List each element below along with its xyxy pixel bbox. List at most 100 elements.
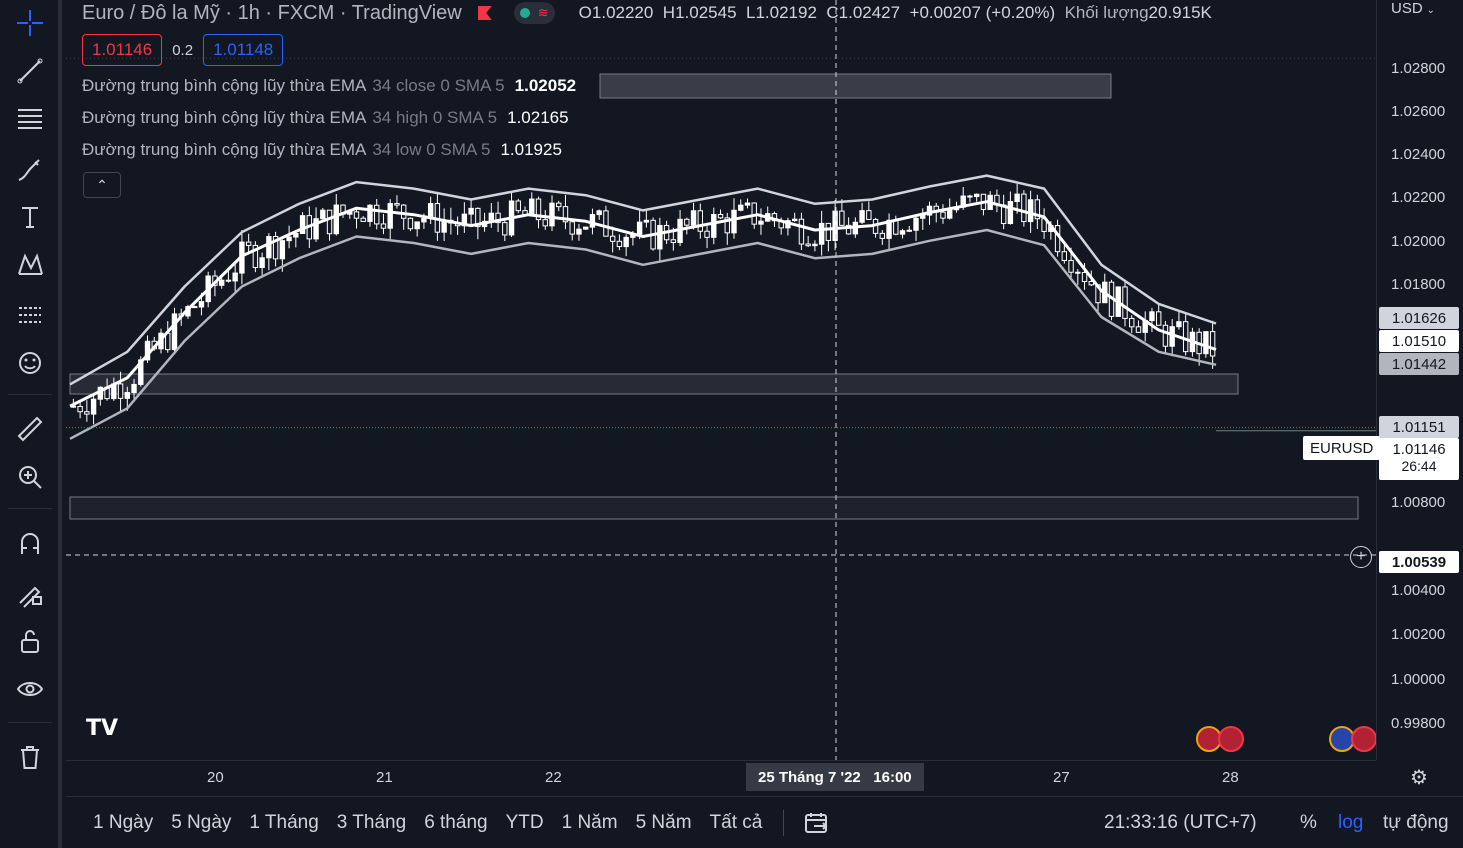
chart-pane[interactable]: Euro / Đô la Mỹ · 1h · FXCM · TradingVie… xyxy=(66,0,1377,760)
candle-body xyxy=(245,241,252,246)
candle-body xyxy=(1135,326,1142,333)
ruler-icon[interactable] xyxy=(11,410,49,448)
eye-icon[interactable] xyxy=(11,670,49,708)
candle-body xyxy=(717,213,724,219)
event-flags-1[interactable] xyxy=(1196,726,1244,752)
range-6m[interactable]: 6 tháng xyxy=(424,811,488,833)
current-price-label: 1.01146 26:44 xyxy=(1379,438,1459,480)
range-5d[interactable]: 5 Ngày xyxy=(171,811,232,833)
crosshair-price-label: 1.00539 xyxy=(1379,551,1459,573)
candle-body xyxy=(1088,281,1094,286)
drawing-toolbar xyxy=(0,0,62,848)
candle-body xyxy=(1021,193,1027,223)
price-tick: 1.00000 xyxy=(1391,671,1446,688)
range-5y[interactable]: 5 Năm xyxy=(635,811,692,833)
candle-body xyxy=(218,279,225,286)
candle-body xyxy=(818,222,825,245)
candle-body xyxy=(738,204,744,211)
candle-body xyxy=(845,224,852,235)
candle-body xyxy=(589,214,596,228)
pattern-icon[interactable] xyxy=(11,246,49,284)
price-tick: 1.00800 xyxy=(1391,494,1446,511)
range-3m[interactable]: 3 Tháng xyxy=(336,811,407,833)
candle-body xyxy=(798,218,805,245)
event-flags-2[interactable] xyxy=(1329,726,1377,752)
ema-close-label: 1.01510 xyxy=(1379,330,1459,352)
candle-body xyxy=(758,220,764,225)
symbol-title[interactable]: Euro / Đô la Mỹ · 1h · FXCM · TradingVie… xyxy=(82,1,462,24)
collapse-legend-button[interactable]: ⌃ xyxy=(83,172,121,198)
range-all[interactable]: Tất cả xyxy=(709,811,763,833)
sell-button[interactable]: 1.01146 xyxy=(82,34,163,66)
currency-selector[interactable]: USD ⌄ xyxy=(1391,0,1436,17)
candle-body xyxy=(899,230,906,235)
indicator-legend-high[interactable]: Đường trung bình cộng lũy thừa EMA 34 hig… xyxy=(82,108,569,127)
spread: 0.2 xyxy=(172,41,194,59)
tradingview-logo[interactable]: 𝗧𝗩 xyxy=(78,710,126,746)
trash-icon[interactable] xyxy=(11,738,49,776)
candle-body xyxy=(731,209,737,234)
range-1y[interactable]: 1 Năm xyxy=(561,811,618,833)
candle-body xyxy=(690,210,697,226)
candle-body xyxy=(549,202,555,227)
ohlc-values: O1.02220 H1.02545 L1.02192 C1.02427 +0.0… xyxy=(578,3,1212,22)
prediction-icon[interactable] xyxy=(11,296,49,334)
time-axis[interactable]: 20 21 22 27 28 25 Tháng 7 '22 16:00 xyxy=(66,760,1376,794)
candle-body xyxy=(704,230,710,238)
candle-body xyxy=(839,210,845,226)
divider xyxy=(783,809,785,836)
log-toggle[interactable]: log xyxy=(1338,811,1364,833)
range-ytd[interactable]: YTD xyxy=(505,811,544,833)
crosshair-icon[interactable] xyxy=(11,4,49,42)
candle-body xyxy=(556,202,562,208)
time-tick: 27 xyxy=(1053,769,1070,786)
ema-high-label: 1.01626 xyxy=(1379,307,1459,329)
fib-retracement-icon[interactable] xyxy=(11,100,49,138)
buy-button[interactable]: 1.01148 xyxy=(203,34,284,66)
range-1d[interactable]: 1 Ngày xyxy=(93,811,154,833)
candle-body xyxy=(940,211,946,219)
candle-body xyxy=(1182,321,1189,353)
candle-body xyxy=(475,207,481,228)
price-axis[interactable]: USD ⌄ 1.02800 1.02600 1.02400 1.02200 1.0… xyxy=(1376,0,1463,760)
magnet-icon[interactable] xyxy=(11,524,49,562)
date-range-buttons: 1 Ngày 5 Ngày 1 Tháng 3 Tháng 6 tháng YT… xyxy=(84,812,771,834)
candle-body xyxy=(117,383,124,399)
candle-body xyxy=(1007,201,1014,225)
add-alert-icon[interactable]: + xyxy=(1350,546,1372,568)
candle-body xyxy=(407,217,414,230)
percent-toggle[interactable]: % xyxy=(1300,811,1317,833)
candle-body xyxy=(299,215,306,234)
indicator-legend-low[interactable]: Đường trung bình cộng lũy thừa EMA 34 low… xyxy=(82,140,562,159)
range-1m[interactable]: 1 Tháng xyxy=(249,811,319,833)
trade-buttons: 1.01146 0.2 1.01148 xyxy=(82,34,284,66)
candle-body xyxy=(360,217,366,222)
brush-icon[interactable] xyxy=(11,150,49,188)
candle-body xyxy=(124,392,130,399)
trend-line-icon[interactable] xyxy=(11,52,49,90)
clock-timezone[interactable]: 21:33:16 (UTC+7) xyxy=(1104,811,1257,833)
candle-body xyxy=(906,229,912,232)
candle-body xyxy=(313,218,319,240)
flag-icon[interactable] xyxy=(477,6,492,20)
candle-body xyxy=(670,239,677,244)
time-tick: 20 xyxy=(207,769,224,786)
goto-date-icon[interactable] xyxy=(804,811,830,835)
auto-scale-toggle[interactable]: tự động xyxy=(1383,811,1449,833)
zoom-in-icon[interactable] xyxy=(11,458,49,496)
candle-body xyxy=(859,210,865,223)
text-icon[interactable] xyxy=(11,198,49,236)
unlock-icon[interactable] xyxy=(11,622,49,660)
indicator-legend-close[interactable]: Đường trung bình cộng lũy thừa EMA 34 clo… xyxy=(82,76,577,95)
market-status[interactable]: ≋ xyxy=(513,2,555,24)
candle-body xyxy=(609,235,616,242)
bottom-toolbar: 1 Ngày 5 Ngày 1 Tháng 3 Tháng 6 tháng YT… xyxy=(66,796,1463,848)
settings-gear-icon[interactable]: ⚙ xyxy=(1410,766,1428,789)
candle-body xyxy=(1156,311,1162,326)
candle-body xyxy=(421,218,427,223)
lock-drawing-icon[interactable] xyxy=(11,574,49,612)
chevron-up-icon: ⌃ xyxy=(96,176,108,193)
symbol-legend: Euro / Đô la Mỹ · 1h · FXCM · TradingVie… xyxy=(82,0,1212,26)
emoji-icon[interactable] xyxy=(11,344,49,382)
candle-body xyxy=(326,209,333,235)
